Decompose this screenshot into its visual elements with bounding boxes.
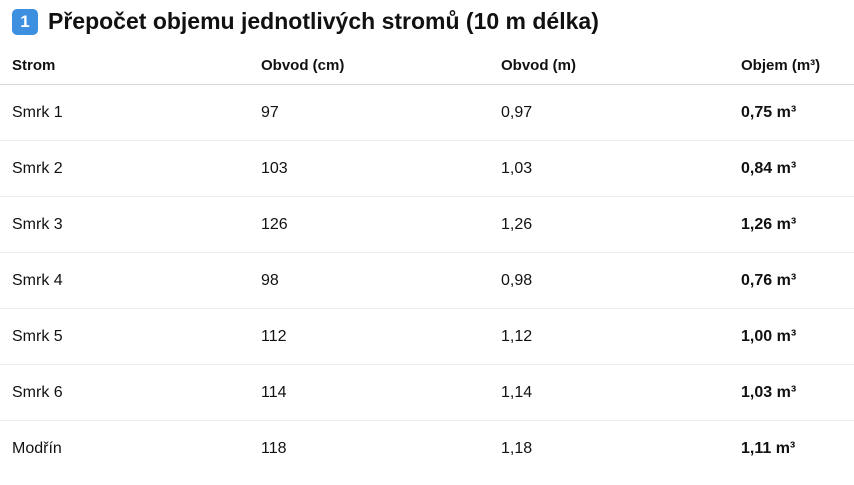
table-cell: 0,84 m³ — [729, 140, 854, 197]
table-cell: Smrk 6 — [0, 364, 249, 421]
heading-title: Přepočet objemu jednotlivých stromů (10 … — [48, 8, 599, 34]
table-cell: 1,18 — [501, 439, 533, 457]
table-cell: 1,14 — [489, 364, 729, 421]
table-row: Smrk 5 112 1,12 1,00 m³ — [0, 308, 854, 365]
table-cell: 1,11 m³ — [741, 439, 796, 457]
column-header: Objem (m³) — [729, 46, 854, 85]
table-cell: 1,12 — [489, 308, 729, 365]
table-cell: 0,98 — [489, 252, 729, 309]
header-row: Strom Obvod (cm) Obvod (m) Objem (m³) — [0, 46, 854, 85]
table-head: Strom Obvod (cm) Obvod (m) Objem (m³) — [0, 46, 854, 85]
table-cell: 126 — [249, 196, 489, 253]
table-cell: 1,26 m³ — [729, 196, 854, 253]
column-header: Obvod (cm) — [249, 46, 489, 85]
table-cell: 0,75 m³ — [729, 84, 854, 141]
table-cell: Smrk 4 — [0, 252, 249, 309]
table-cell: Smrk 3 — [0, 196, 249, 253]
table-row: Modřín 118 1,18 1,11 m³ — [0, 421, 854, 477]
table-cell: Smrk 5 — [0, 308, 249, 365]
table-cell: Smrk 1 — [0, 84, 249, 141]
column-header: Obvod (m) — [489, 46, 729, 85]
volume-table: Strom Obvod (cm) Obvod (m) Objem (m³) Smrk … — [0, 46, 854, 476]
table-cell: 97 — [249, 84, 489, 141]
table-cell: Smrk 2 — [0, 140, 249, 197]
table-cell: 118 — [261, 439, 287, 457]
table-cell: 0,76 m³ — [729, 252, 854, 309]
table-row: Smrk 3 126 1,26 1,26 m³ — [0, 196, 854, 253]
table-cell: 114 — [249, 364, 489, 421]
number-icon: 1 — [12, 8, 38, 35]
table-cell: 0,97 — [489, 84, 729, 141]
table-cell: 103 — [249, 140, 489, 197]
table-body: Smrk 1 97 0,97 0,75 m³ Smrk 2 103 1,03 0,84 m³ S… — [0, 84, 854, 477]
table-cell: 1,26 — [489, 196, 729, 253]
table-row: Smrk 4 98 0,98 0,76 m³ — [0, 252, 854, 309]
table-row: Smrk 2 103 1,03 0,84 m³ — [0, 140, 854, 197]
table-row: Smrk 1 97 0,97 0,75 m³ — [0, 84, 854, 141]
table-cell: Modřín — [12, 439, 62, 457]
table-cell: 1,03 m³ — [729, 364, 854, 421]
column-header: Strom — [0, 46, 249, 85]
table-cell: 1,03 — [489, 140, 729, 197]
table-cell: 1,00 m³ — [729, 308, 854, 365]
table-cell: 112 — [249, 308, 489, 365]
heading: 1 Přepočet objemu jednotlivých stromů (1… — [12, 8, 599, 35]
table-row: Smrk 6 114 1,14 1,03 m³ — [0, 364, 854, 421]
table-cell: 98 — [249, 252, 489, 309]
